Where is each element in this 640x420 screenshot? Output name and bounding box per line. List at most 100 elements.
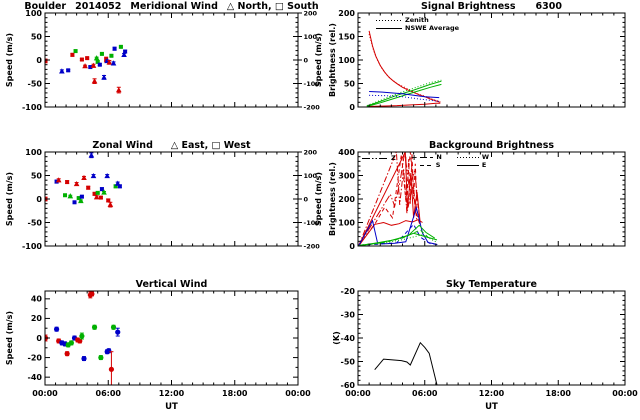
svg-text:100: 100	[338, 218, 355, 227]
solid-line-icon	[376, 27, 402, 29]
svg-text:200: 200	[304, 10, 318, 18]
legend-label-z: Z	[391, 154, 396, 162]
xlabel-vertical: UT	[165, 402, 178, 412]
legend-col-ns: + N S	[411, 153, 442, 169]
marker-key-zonal: △ East, □ West	[170, 140, 251, 151]
svg-text:100: 100	[25, 148, 42, 157]
svg-text:00:00: 00:00	[612, 389, 638, 398]
dash-line-icon	[419, 164, 433, 166]
svg-text:06:00: 06:00	[412, 389, 438, 398]
legend-row-z: Z	[362, 154, 396, 162]
svg-text:06:00: 06:00	[96, 389, 122, 398]
svg-text:0: 0	[36, 56, 42, 65]
svg-text:18:00: 18:00	[546, 389, 572, 398]
panel-title-meridional: Meridional Wind	[130, 1, 218, 12]
svg-text:40: 40	[31, 295, 43, 304]
marker-key-meridional: △ North, □ South	[226, 1, 319, 12]
signal-legend: Zenith NSWE Average	[376, 16, 459, 32]
panel-title-vertical: Vertical Wind	[135, 279, 208, 290]
svg-text:-100: -100	[22, 242, 42, 251]
title-sky-temperature: Sky Temperature	[358, 279, 625, 290]
svg-text:00:00: 00:00	[345, 389, 371, 398]
background-legend: Z + N S W E	[362, 153, 489, 169]
svg-text:-60: -60	[341, 381, 356, 390]
legend-label-e: E	[481, 161, 487, 169]
legend-row-zenith: Zenith	[376, 16, 459, 24]
svg-text:50: 50	[31, 32, 43, 41]
plus-marker-icon: +	[410, 152, 418, 162]
svg-text:50: 50	[344, 79, 356, 88]
svg-text:00:00: 00:00	[32, 389, 58, 398]
svg-text:-200: -200	[304, 243, 321, 251]
svg-text:-20: -20	[341, 287, 356, 296]
svg-text:0: 0	[304, 196, 309, 204]
legend-row-nswe: NSWE Average	[376, 24, 459, 32]
svg-text:100: 100	[338, 56, 355, 65]
ylabel-signal: Brightness (rel.)	[328, 23, 337, 97]
svg-text:100: 100	[304, 172, 318, 180]
svg-text:0: 0	[349, 242, 355, 251]
svg-text:200: 200	[338, 195, 355, 204]
svg-text:0: 0	[349, 103, 355, 112]
svg-text:150: 150	[338, 32, 355, 41]
svg-text:50: 50	[31, 171, 43, 180]
title-background-brightness: Background Brightness	[358, 140, 625, 151]
legend-row-w: W	[456, 153, 489, 161]
svg-text:0: 0	[304, 57, 309, 65]
legend-row-e: E	[456, 161, 489, 169]
title-signal-brightness: Signal Brightness 6300	[358, 1, 625, 12]
dash-dot-dot-line-icon	[362, 157, 388, 159]
svg-text:0: 0	[36, 195, 42, 204]
legend-col-z: Z	[362, 153, 396, 169]
panel-title-background: Background Brightness	[428, 140, 555, 151]
svg-text:18:00: 18:00	[222, 389, 248, 398]
svg-text:200: 200	[338, 9, 355, 18]
legend-col-we: W E	[456, 153, 489, 169]
dotted-line-icon	[376, 19, 402, 21]
svg-text:20: 20	[31, 314, 43, 323]
solid-line-icon	[456, 164, 479, 166]
svg-text:100: 100	[25, 9, 42, 18]
svg-text:-50: -50	[28, 79, 43, 88]
legend-label-n: N	[436, 153, 442, 161]
svg-text:400: 400	[338, 148, 355, 157]
panel-title-zonal: Zonal Wind	[92, 140, 153, 151]
y2label-zonal: Speed (m/s)	[314, 171, 323, 227]
xlabel-sky: UT	[485, 402, 498, 412]
svg-text:12:00: 12:00	[159, 389, 185, 398]
obs-date: 2014052	[75, 1, 122, 12]
panel-title-signal: Signal Brightness	[421, 1, 516, 12]
svg-text:-100: -100	[304, 219, 321, 227]
svg-text:0: 0	[36, 334, 42, 343]
ylabel-background: Brightness (rel.)	[328, 162, 337, 236]
svg-text:200: 200	[304, 149, 318, 157]
panel-title-sky: Sky Temperature	[446, 279, 537, 290]
y2label-meridional: Speed (m/s)	[314, 32, 323, 88]
svg-text:-50: -50	[341, 357, 356, 366]
svg-text:-50: -50	[28, 218, 43, 227]
svg-text:100: 100	[304, 33, 318, 41]
svg-text:-100: -100	[22, 103, 42, 112]
svg-text:-30: -30	[341, 310, 356, 319]
svg-text:-200: -200	[304, 104, 321, 112]
legend-row-n: + N	[411, 153, 442, 161]
station-name: Boulder	[24, 1, 67, 12]
svg-text:-100: -100	[304, 80, 321, 88]
long-dash-line-icon	[420, 156, 434, 158]
ylabel-vertical: Speed (m/s)	[5, 310, 14, 366]
svg-text:-40: -40	[341, 334, 356, 343]
svg-text:-20: -20	[28, 353, 43, 362]
legend-label-zenith: Zenith	[405, 16, 429, 24]
title-meridional-wind: Boulder 2014052 Meridional Wind △ North,…	[24, 1, 318, 12]
wavelength-label: 6300	[535, 1, 562, 12]
svg-text:12:00: 12:00	[479, 389, 505, 398]
legend-label-nswe-average: NSWE Average	[405, 24, 460, 32]
svg-text:00:00: 00:00	[285, 389, 311, 398]
svg-text:300: 300	[338, 171, 355, 180]
legend-label-s: S	[435, 161, 441, 169]
legend-row-s: S	[411, 161, 442, 169]
ylabel-meridional: Speed (m/s)	[5, 32, 14, 88]
svg-text:-40: -40	[28, 373, 43, 382]
